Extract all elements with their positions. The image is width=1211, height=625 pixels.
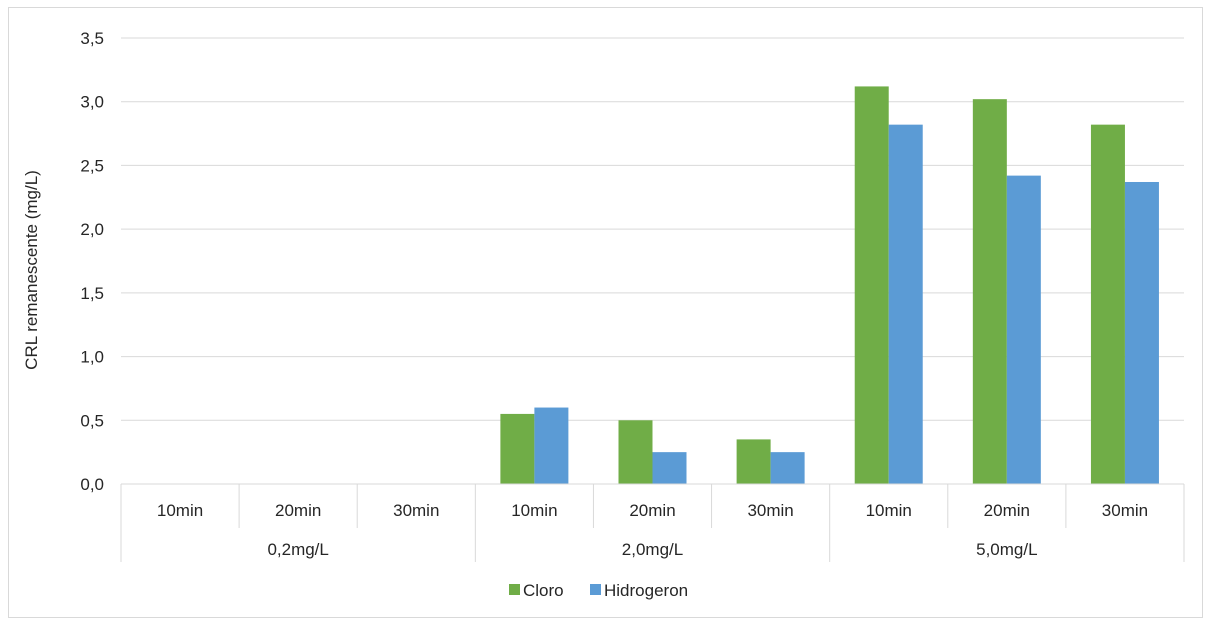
bar-hidrogeron-5	[770, 452, 805, 484]
y-tick-label: 1,5	[80, 284, 104, 303]
x-category-label: 30min	[747, 501, 793, 520]
chart-frame	[8, 7, 1203, 618]
y-tick-label: 1,0	[80, 348, 104, 367]
bar-cloro-3	[500, 413, 535, 484]
x-category-label: 10min	[157, 501, 203, 520]
x-group-label: 0,2mg/L	[267, 540, 328, 559]
x-category-label: 20min	[275, 501, 321, 520]
x-category-label: 20min	[629, 501, 675, 520]
y-tick-label: 3,5	[80, 29, 104, 48]
x-group-label: 5,0mg/L	[976, 540, 1037, 559]
y-tick-labels: 0,0 0,5 1,0 1,5 2,0 2,5 3,0 3,5	[80, 29, 104, 494]
x-category-label: 30min	[393, 501, 439, 520]
legend-label-hidrogeron: Hidrogeron	[604, 581, 688, 600]
bar-hidrogeron-6	[888, 124, 923, 484]
y-tick-label: 2,0	[80, 220, 104, 239]
y-tick-label: 0,5	[80, 411, 104, 430]
bar-hidrogeron-3	[534, 407, 569, 484]
legend-swatch-cloro	[509, 584, 520, 595]
bar-cloro-4	[618, 420, 653, 484]
legend: Cloro Hidrogeron	[509, 581, 688, 600]
y-tick-label: 3,0	[80, 93, 104, 112]
legend-swatch-hidrogeron	[590, 584, 601, 595]
x-group-label: 2,0mg/L	[622, 540, 683, 559]
y-axis-label: CRL remanescente (mg/L)	[22, 170, 41, 370]
bar-hidrogeron-4	[652, 452, 687, 484]
y-tick-label: 2,5	[80, 156, 104, 175]
bars	[500, 86, 1159, 485]
x-category-label: 20min	[984, 501, 1030, 520]
x-category-label: 30min	[1102, 501, 1148, 520]
bar-cloro-5	[736, 439, 771, 484]
x-category-label: 10min	[511, 501, 557, 520]
x-category-label: 10min	[866, 501, 912, 520]
legend-label-cloro: Cloro	[523, 581, 564, 600]
bar-cloro-7	[972, 99, 1007, 484]
bar-hidrogeron-7	[1006, 175, 1041, 484]
bar-cloro-6	[854, 86, 889, 485]
y-tick-label: 0,0	[80, 475, 104, 494]
bar-cloro-8	[1090, 124, 1125, 484]
x-category-labels: 10min 20min 30min 10min 20min 30min 10min 20min…	[157, 501, 1148, 559]
axes	[120, 483, 1185, 562]
bar-hidrogeron-8	[1124, 181, 1159, 484]
